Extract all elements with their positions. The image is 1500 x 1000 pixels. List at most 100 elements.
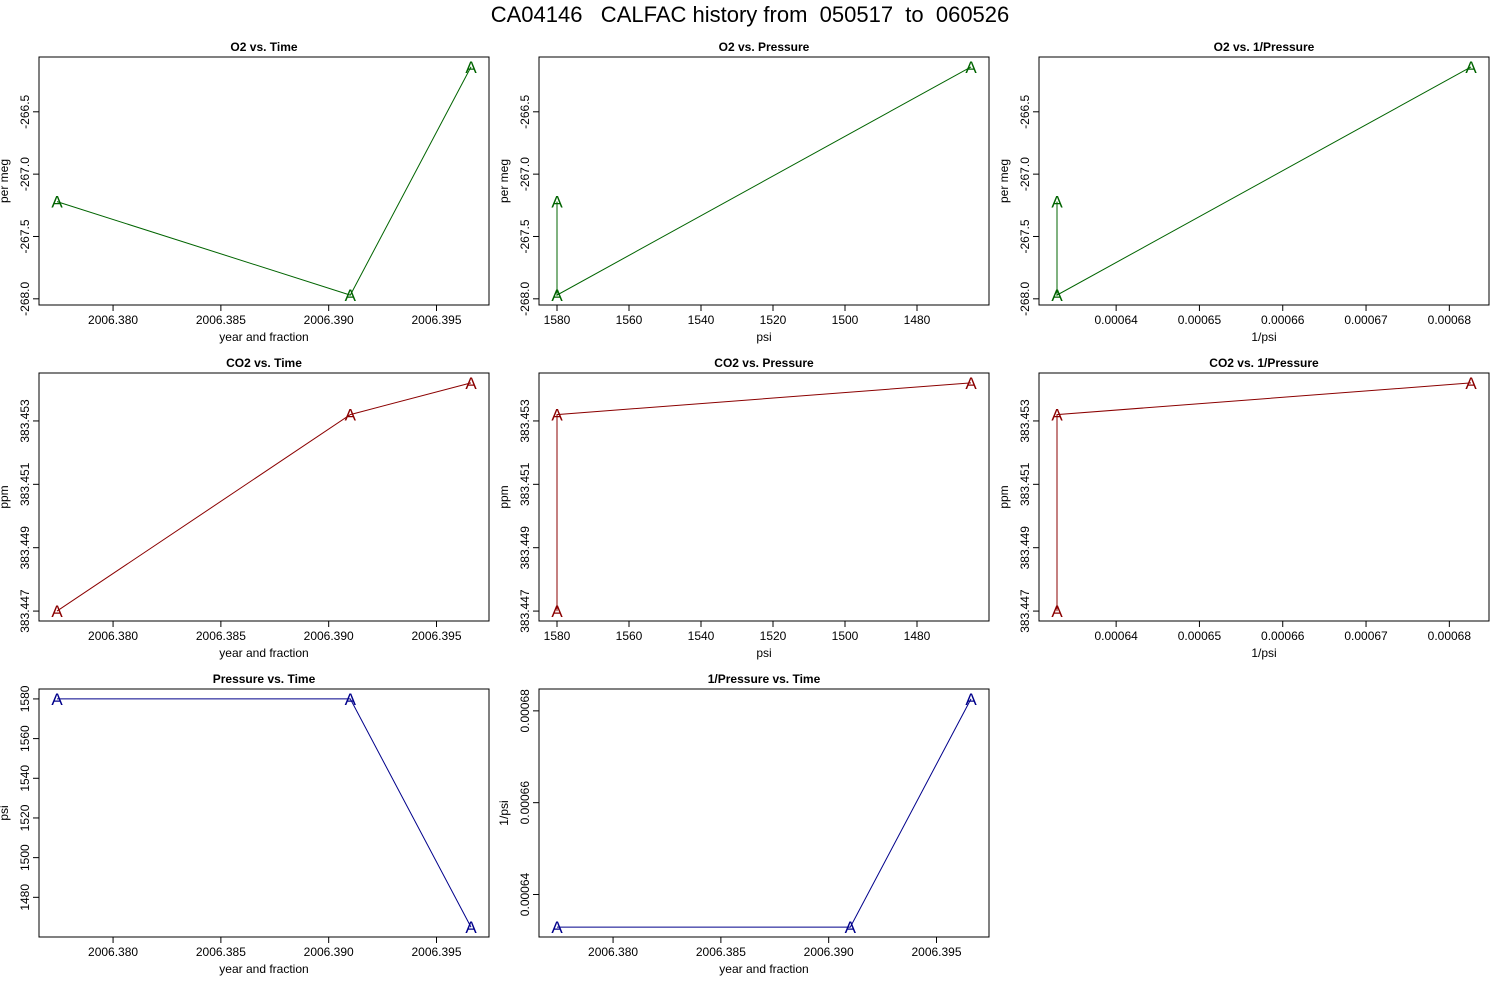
y-axis-label: per meg bbox=[997, 159, 1011, 203]
x-tick-label: 1500 bbox=[832, 313, 859, 327]
data-point: A bbox=[1465, 374, 1477, 393]
x-tick-label: 1480 bbox=[904, 629, 931, 643]
data-point: A bbox=[551, 406, 563, 425]
x-tick-label: 1480 bbox=[904, 313, 931, 327]
data-point: A bbox=[51, 690, 63, 709]
y-axis-label: per meg bbox=[497, 159, 511, 203]
chart-title: O2 vs. Time bbox=[230, 40, 297, 54]
y-tick-label: 383.447 bbox=[518, 589, 532, 633]
x-tick-label: 1560 bbox=[616, 629, 643, 643]
plot-frame bbox=[38, 688, 490, 938]
x-tick-label: 1580 bbox=[544, 629, 571, 643]
x-axis-label: psi bbox=[756, 330, 771, 344]
x-axis-label: 1/psi bbox=[1251, 330, 1276, 344]
x-tick-label: 2006.390 bbox=[304, 313, 354, 327]
plot-frame bbox=[538, 688, 990, 938]
data-point: A bbox=[551, 602, 563, 621]
data-point: A bbox=[845, 918, 857, 937]
y-tick-label: -267.0 bbox=[18, 157, 32, 191]
series-line bbox=[56, 66, 472, 296]
x-axis-label: year and fraction bbox=[719, 962, 808, 976]
chart-panel: CO2 vs. Time 2006.380 2006.385 2006.390 2006… bbox=[0, 356, 490, 660]
y-tick-label: -267.5 bbox=[18, 219, 32, 253]
data-point: A bbox=[51, 602, 63, 621]
y-tick-label: 383.447 bbox=[18, 589, 32, 633]
chart-panel: O2 vs. 1/Pressure 0.00064 0.00065 0.00066 0.… bbox=[997, 40, 1490, 344]
x-tick-label: 2006.385 bbox=[196, 945, 246, 959]
y-axis-label: per meg bbox=[0, 159, 11, 203]
y-axis-label: ppm bbox=[997, 485, 1011, 508]
y-tick-label: 383.449 bbox=[1018, 526, 1032, 570]
x-tick-label: 0.00068 bbox=[1428, 313, 1472, 327]
plot-frame bbox=[1038, 56, 1490, 306]
series-line bbox=[1056, 66, 1472, 296]
y-axis-label: 1/psi bbox=[497, 800, 511, 825]
x-tick-label: 0.00067 bbox=[1344, 629, 1388, 643]
chart-panel: CO2 vs. Pressure 1580 1560 1540 1520 1500 1480… bbox=[497, 356, 990, 660]
y-tick-label: -268.0 bbox=[18, 281, 32, 315]
x-tick-label: 2006.390 bbox=[304, 945, 354, 959]
plot-frame bbox=[538, 372, 990, 622]
y-tick-label: -267.5 bbox=[1018, 219, 1032, 253]
data-point: A bbox=[551, 193, 563, 212]
data-point: A bbox=[965, 374, 977, 393]
y-tick-label: 1500 bbox=[18, 844, 32, 871]
y-axis-label: ppm bbox=[497, 485, 511, 508]
chart-panel: O2 vs. Pressure 1580 1560 1540 1520 1500 1480 -… bbox=[497, 40, 990, 344]
chart-panel: CO2 vs. 1/Pressure 0.00064 0.00065 0.00066 0… bbox=[997, 356, 1490, 660]
chart-title: O2 vs. Pressure bbox=[719, 40, 810, 54]
y-axis-label: ppm bbox=[0, 485, 11, 508]
data-point: A bbox=[551, 918, 563, 937]
y-tick-label: 383.451 bbox=[18, 462, 32, 506]
x-tick-label: 1500 bbox=[832, 629, 859, 643]
y-tick-label: -266.5 bbox=[18, 94, 32, 128]
y-tick-label: 0.00064 bbox=[518, 872, 532, 916]
y-axis-label: psi bbox=[0, 805, 11, 820]
x-tick-label: 0.00064 bbox=[1094, 313, 1138, 327]
y-tick-label: 1480 bbox=[18, 884, 32, 911]
y-tick-label: -268.0 bbox=[1018, 281, 1032, 315]
chart-panel: O2 vs. Time 2006.380 2006.385 2006.390 2006.… bbox=[0, 40, 490, 344]
y-tick-label: 1540 bbox=[18, 765, 32, 792]
x-tick-label: 2006.380 bbox=[88, 629, 138, 643]
x-axis-label: year and fraction bbox=[219, 330, 308, 344]
x-tick-label: 2006.395 bbox=[411, 313, 461, 327]
series-line bbox=[56, 382, 472, 612]
y-tick-label: 1580 bbox=[18, 685, 32, 712]
y-tick-label: -266.5 bbox=[1018, 94, 1032, 128]
plot-frame bbox=[38, 56, 490, 306]
y-tick-label: 1520 bbox=[18, 804, 32, 831]
x-tick-label: 2006.390 bbox=[304, 629, 354, 643]
data-point: A bbox=[1051, 406, 1063, 425]
x-tick-label: 0.00066 bbox=[1261, 313, 1305, 327]
data-point: A bbox=[551, 286, 563, 305]
y-tick-label: 383.449 bbox=[518, 526, 532, 570]
y-tick-label: 383.453 bbox=[18, 399, 32, 443]
x-tick-label: 2006.380 bbox=[88, 945, 138, 959]
x-axis-label: psi bbox=[756, 646, 771, 660]
series-line bbox=[556, 66, 972, 296]
series-line bbox=[57, 698, 472, 928]
data-point: A bbox=[465, 58, 477, 77]
series-line bbox=[1056, 382, 1472, 612]
x-tick-label: 0.00065 bbox=[1178, 629, 1222, 643]
data-point: A bbox=[1465, 58, 1477, 77]
chart-panel: 1/Pressure vs. Time 2006.380 2006.385 2006.… bbox=[497, 672, 990, 976]
y-tick-label: 383.449 bbox=[18, 526, 32, 570]
data-point: A bbox=[465, 918, 477, 937]
chart-panel: Pressure vs. Time 2006.380 2006.385 2006.39… bbox=[0, 672, 490, 976]
x-axis-label: 1/psi bbox=[1251, 646, 1276, 660]
data-point: A bbox=[51, 193, 63, 212]
y-tick-label: 383.451 bbox=[518, 462, 532, 506]
x-axis-label: year and fraction bbox=[219, 646, 308, 660]
series-line bbox=[557, 698, 972, 928]
y-tick-label: 0.00066 bbox=[518, 781, 532, 825]
chart-title: CO2 vs. Time bbox=[226, 356, 302, 370]
x-tick-label: 2006.380 bbox=[588, 945, 638, 959]
plot-frame bbox=[1038, 372, 1490, 622]
y-tick-label: 383.451 bbox=[1018, 462, 1032, 506]
x-tick-label: 2006.390 bbox=[804, 945, 854, 959]
x-tick-label: 1580 bbox=[544, 313, 571, 327]
x-tick-label: 0.00066 bbox=[1261, 629, 1305, 643]
x-tick-label: 2006.395 bbox=[411, 945, 461, 959]
